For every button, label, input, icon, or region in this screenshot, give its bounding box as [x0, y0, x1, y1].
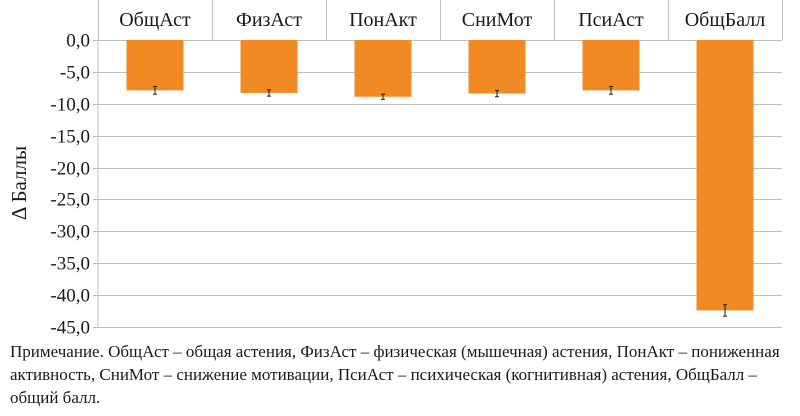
- bar: [354, 40, 412, 97]
- y-tick-label: -40,0: [50, 286, 90, 307]
- bar: [696, 40, 754, 311]
- bar: [240, 40, 298, 93]
- bar: [126, 40, 184, 91]
- y-tick-label: 0,0: [66, 31, 90, 52]
- bar-chart: 0,0 -5,0 -10,0 -15,0 -20,0 -25,0 -30,0 -35,0 -40…: [7, 0, 783, 339]
- y-tick-label: -5,0: [60, 63, 90, 84]
- grid-lines: [93, 0, 783, 328]
- category-label: ОбщАст: [119, 9, 191, 31]
- chart-footnote: Примечание. ОбщАст – общая астения, ФизА…: [10, 342, 780, 407]
- y-tick-label: -35,0: [50, 254, 90, 275]
- bar: [582, 40, 640, 91]
- y-tick-label: -30,0: [50, 222, 90, 243]
- y-tick-labels: 0,0 -5,0 -10,0 -15,0 -20,0 -25,0 -30,0 -35,0 -40…: [50, 31, 90, 339]
- y-axis-label: Δ Баллы: [7, 146, 31, 220]
- category-label: ОбщБалл: [685, 9, 766, 31]
- category-label: ФизАст: [236, 9, 302, 31]
- bar: [468, 40, 526, 94]
- category-label: СниМот: [462, 9, 533, 31]
- category-labels: ОбщАст ФизАст ПонАкт СниМот ПсиАст ОбщБалл: [119, 9, 765, 31]
- category-label: ПсиАст: [578, 9, 644, 31]
- y-tick-label: -15,0: [50, 127, 90, 148]
- y-tick-label: -45,0: [50, 318, 90, 339]
- y-tick-label: -25,0: [50, 190, 90, 211]
- y-tick-label: -10,0: [50, 95, 90, 116]
- bars: [126, 40, 754, 317]
- category-label: ПонАкт: [349, 9, 417, 31]
- y-tick-label: -20,0: [50, 159, 90, 180]
